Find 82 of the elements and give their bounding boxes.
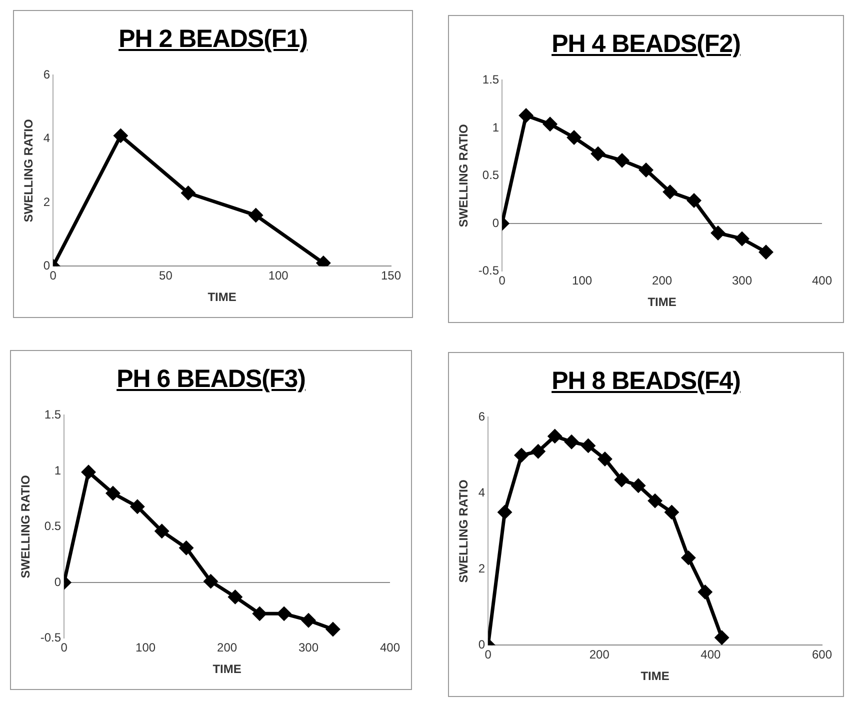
point (252, 606, 266, 620)
y-tick-label: 2 (478, 562, 486, 576)
point (277, 606, 291, 620)
x-tick-label: 100 (268, 268, 289, 283)
point (687, 194, 701, 208)
point (302, 614, 316, 628)
y-tick-label: -0.5 (478, 264, 500, 278)
x-tick-label: 300 (732, 274, 752, 288)
point (180, 541, 194, 555)
point (106, 486, 120, 500)
chart-title: PH 6 BEADS(F3) (116, 365, 306, 393)
point (582, 438, 595, 452)
chart-title: PH 2 BEADS(F1) (118, 25, 308, 53)
x-tick-label: 400 (700, 648, 722, 662)
y-axis-title: SWELLING RATIO (456, 124, 471, 228)
x-axis-title: TIME (212, 662, 242, 676)
y-axis-title: SWELLING RATIO (22, 119, 36, 222)
point (715, 630, 729, 644)
y-tick-label: 1.5 (482, 72, 500, 87)
x-tick-label: 200 (217, 640, 238, 655)
point (531, 444, 545, 458)
x-tick-label: 100 (572, 274, 592, 288)
point (564, 435, 578, 449)
point (249, 208, 263, 222)
point (711, 226, 725, 240)
y-tick-label: 1 (492, 120, 500, 134)
chart-title: PH 8 BEADS(F4) (552, 367, 740, 395)
y-tick-label: 6 (43, 68, 50, 82)
point (759, 245, 773, 259)
point (632, 478, 646, 492)
point (615, 154, 629, 168)
x-axis-title: TIME (648, 295, 676, 310)
y-tick-label: 0.5 (482, 168, 500, 182)
y-tick-label: 0.5 (44, 519, 62, 534)
y-tick-label: 0 (54, 574, 62, 589)
point (735, 232, 749, 246)
y-tick-label: 0 (492, 216, 500, 230)
y-tick-label: -0.5 (40, 630, 62, 645)
point (204, 574, 218, 588)
point (698, 585, 712, 599)
point (639, 163, 653, 177)
point (567, 130, 581, 144)
x-axis-title: TIME (640, 669, 670, 684)
point (326, 622, 340, 636)
point (130, 500, 144, 514)
point (648, 494, 662, 508)
x-tick-label: 200 (652, 274, 672, 288)
point (514, 448, 528, 462)
point (155, 524, 169, 538)
point (548, 429, 562, 443)
x-tick-label: 300 (298, 640, 319, 655)
x-tick-label: 200 (589, 648, 610, 662)
point (664, 505, 678, 519)
x-tick-label: 600 (812, 648, 832, 662)
point (614, 473, 628, 487)
y-tick-label: 4 (43, 131, 50, 146)
point (591, 146, 605, 160)
y-tick-label: 2 (43, 194, 50, 209)
chart-title: PH 4 BEADS(F2) (552, 30, 740, 58)
x-tick-label: 50 (159, 268, 173, 283)
y-tick-label: 4 (478, 486, 486, 500)
point (228, 590, 242, 604)
y-axis-title: SWELLING RATIO (456, 480, 471, 583)
point (682, 551, 696, 565)
y-tick-label: 1.5 (44, 408, 62, 422)
y-tick-label: 0 (43, 258, 50, 273)
x-tick-label: 150 (380, 268, 402, 283)
point (543, 117, 557, 131)
y-axis-title: SWELLING RATIO (18, 475, 33, 578)
point (498, 505, 512, 519)
point (519, 108, 533, 122)
point (598, 452, 612, 466)
x-tick-label: 400 (812, 274, 832, 288)
x-tick-label: 100 (136, 640, 156, 655)
y-tick-label: 1 (54, 463, 62, 478)
point (663, 185, 677, 199)
y-tick-label: 6 (478, 410, 486, 424)
point (181, 186, 195, 200)
point (114, 128, 128, 142)
x-axis-title: TIME (208, 290, 236, 304)
x-tick-label: 400 (380, 640, 400, 655)
point (82, 465, 96, 479)
